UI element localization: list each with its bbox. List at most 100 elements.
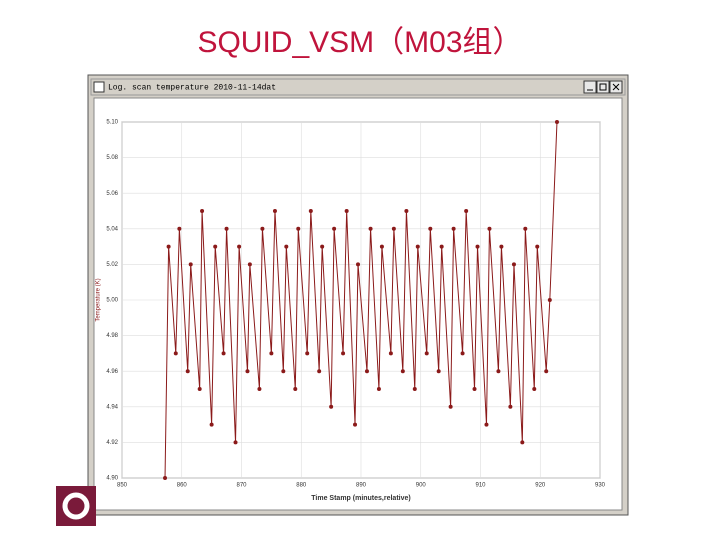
data-point (475, 244, 480, 249)
data-point (305, 351, 310, 356)
x-tick-label: 870 (236, 483, 247, 489)
data-point (221, 351, 226, 356)
data-point (269, 351, 274, 356)
y-tick-label: 4.96 (106, 369, 118, 375)
x-tick-label: 900 (416, 483, 427, 489)
data-point (404, 209, 409, 213)
logo-glyph (62, 492, 90, 520)
data-point (353, 422, 358, 427)
x-tick-label: 910 (475, 483, 486, 489)
data-point (448, 404, 453, 409)
data-point (332, 226, 337, 231)
data-point (177, 226, 182, 231)
data-point (260, 226, 265, 231)
data-point (523, 226, 528, 231)
data-point (464, 209, 469, 213)
y-tick-label: 4.92 (106, 440, 118, 446)
data-point (341, 351, 346, 356)
data-point (439, 244, 444, 249)
y-tick-label: 5.02 (106, 262, 118, 268)
data-point (451, 226, 456, 231)
data-point (356, 262, 361, 267)
y-tick-label: 5.04 (106, 226, 118, 232)
x-tick-label: 920 (535, 483, 546, 489)
y-axis-label: Temperature (K) (96, 278, 102, 321)
data-point (499, 244, 504, 249)
data-point (508, 404, 513, 409)
data-point (213, 244, 218, 249)
data-point (364, 369, 369, 374)
data-point (544, 369, 549, 374)
data-point (233, 440, 238, 445)
data-point (428, 226, 433, 231)
data-point (344, 209, 349, 213)
y-tick-label: 4.90 (106, 476, 118, 482)
slide-title: SQUID_VSM（M03组） (197, 26, 522, 59)
data-point (532, 387, 537, 391)
data-point (247, 262, 252, 267)
y-tick-label: 4.98 (106, 333, 118, 339)
x-tick-label: 890 (356, 483, 367, 489)
data-point (197, 387, 202, 391)
data-point (237, 244, 242, 249)
data-point (173, 351, 178, 356)
minimize-button[interactable] (583, 80, 597, 94)
data-point (200, 209, 205, 213)
data-point (487, 226, 492, 231)
data-point (460, 351, 465, 356)
maximize-glyph (599, 83, 607, 91)
y-tick-label: 5.06 (106, 191, 118, 197)
data-point (166, 244, 171, 249)
x-tick-label: 860 (177, 483, 188, 489)
data-point (436, 369, 441, 374)
data-point (412, 387, 417, 391)
y-tick-label: 5.00 (106, 298, 118, 304)
logo (56, 486, 96, 526)
data-point (293, 387, 298, 391)
window-title: Log. scan temperature 2010-11-14dat (108, 84, 276, 93)
y-tick-label: 5.10 (106, 120, 118, 126)
data-point (520, 440, 525, 445)
x-axis-label: Time Stamp (minutes,relative) (311, 495, 410, 502)
data-point (245, 369, 250, 374)
data-point (185, 369, 190, 374)
data-point (511, 262, 516, 267)
window-title-bar (90, 78, 626, 96)
data-point (472, 387, 477, 391)
data-point (391, 226, 396, 231)
data-point (209, 422, 214, 427)
x-tick-label: 930 (595, 483, 606, 489)
data-point (224, 226, 229, 231)
data-point (388, 351, 393, 356)
window-icon (93, 81, 105, 93)
data-point (554, 120, 559, 124)
data-point (296, 226, 301, 231)
data-point (320, 244, 325, 249)
x-tick-label: 880 (296, 483, 307, 489)
data-point (496, 369, 501, 374)
data-point (368, 226, 373, 231)
data-point (400, 369, 405, 374)
y-tick-label: 4.94 (106, 404, 118, 410)
data-point (547, 298, 552, 302)
data-point (484, 422, 489, 427)
data-point (424, 351, 429, 356)
data-point (257, 387, 262, 391)
data-point (379, 244, 384, 249)
data-point (376, 387, 381, 391)
data-point (308, 209, 313, 213)
x-tick-label: 850 (117, 483, 128, 489)
data-point (281, 369, 286, 374)
y-tick-label: 5.08 (106, 155, 118, 161)
data-point (535, 244, 540, 249)
data-point (329, 404, 334, 409)
close-glyph (612, 83, 620, 91)
data-point (163, 476, 168, 480)
data-point (317, 369, 322, 374)
maximize-button[interactable] (596, 80, 610, 94)
data-point (272, 209, 277, 213)
data-point (188, 262, 193, 267)
data-point (284, 244, 289, 249)
